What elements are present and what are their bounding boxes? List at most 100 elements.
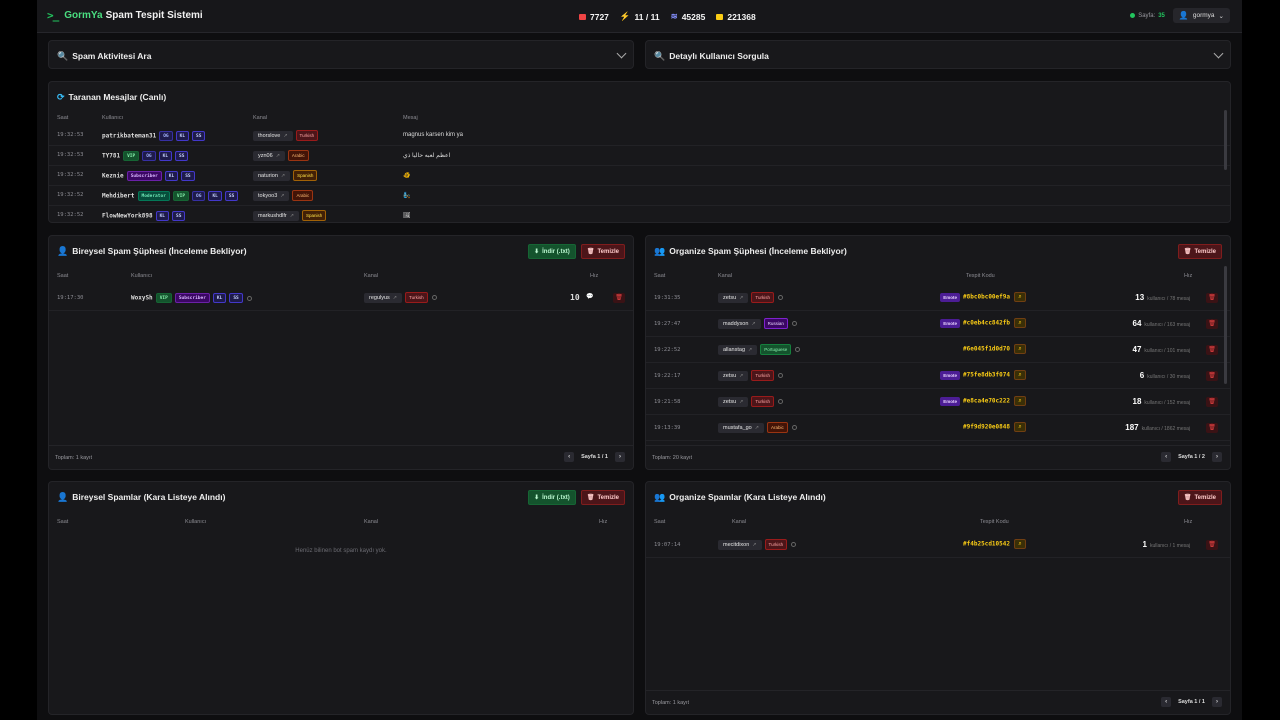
info-icon[interactable]: [777, 399, 783, 404]
detection-code[interactable]: #f4b25cd10542: [963, 540, 1010, 548]
detection-code[interactable]: #8bc0bc00ef9a: [963, 293, 1010, 301]
channel-link[interactable]: maddyson ↗: [718, 318, 761, 329]
channel-link[interactable]: zetsu ↗: [718, 370, 749, 381]
detection-code[interactable]: #9f9d920e0848: [963, 423, 1010, 431]
channel-link[interactable]: zetsu ↗: [718, 396, 749, 407]
prev-page-button[interactable]: ‹: [1161, 697, 1172, 707]
download-button[interactable]: ⬇ İndir (.txt): [528, 244, 576, 259]
user-menu-button[interactable]: 👤 gormya ⌄: [1172, 8, 1230, 23]
search-code-button[interactable]: ⌕: [1014, 539, 1026, 549]
username[interactable]: WoxySh: [131, 294, 153, 302]
row-count: 1 kullanıcı / 1 mesaj: [1143, 540, 1190, 549]
user-badge: OG: [159, 131, 173, 141]
user-count: 47: [1132, 345, 1142, 354]
delete-row-button[interactable]: 🗑: [613, 293, 625, 303]
search-code-button[interactable]: ⌕: [1014, 344, 1026, 354]
next-page-button[interactable]: ›: [615, 452, 625, 462]
count-detail: kullanıcı / 1862 mesaj: [1141, 426, 1190, 432]
channel-link[interactable]: zetsu ↗: [718, 292, 749, 303]
channel-link[interactable]: mustafa_go ↗: [718, 422, 764, 433]
username[interactable]: Mehdibert: [102, 192, 135, 200]
channel-link[interactable]: regulyus ↗: [364, 292, 402, 303]
row-code: #f4b25cd10542 ⌕: [963, 539, 1026, 549]
search-code-button[interactable]: ⌕: [1014, 318, 1026, 328]
info-icon[interactable]: [777, 373, 783, 378]
external-link-icon: ↗: [751, 320, 756, 327]
username[interactable]: patrikbateman31: [102, 132, 157, 140]
organized-row: 19:31:35 zetsu ↗ Turkish Emote #8bc0bc00ef9a ⌕…: [646, 285, 1230, 311]
info-icon[interactable]: [777, 295, 783, 300]
row-channel: mustafa_go ↗ Arabic: [718, 422, 797, 433]
search-code-button[interactable]: ⌕: [1014, 396, 1026, 406]
info-icon[interactable]: [795, 347, 801, 352]
user-badge: Subscriber: [174, 293, 210, 303]
channel-link[interactable]: tokyoo3 ↗: [253, 190, 290, 201]
delete-row-button[interactable]: 🗑: [1206, 345, 1218, 355]
total-count: Toplam: 1 kayıt: [652, 700, 689, 706]
delete-row-button[interactable]: 🗑: [1206, 371, 1218, 381]
external-link-icon: ↗: [754, 424, 759, 431]
info-icon[interactable]: [431, 295, 437, 300]
camera-icon: [579, 13, 586, 20]
delete-row-button[interactable]: 🗑: [1206, 293, 1218, 303]
user-query-panel[interactable]: 🔍 Detaylı Kullanıcı Sorgula: [645, 40, 1231, 69]
search-code-button[interactable]: ⌕: [1014, 292, 1026, 302]
channel-link[interactable]: yzn06 ↗: [253, 150, 285, 161]
download-icon: ⬇: [534, 495, 540, 501]
delete-row-button[interactable]: 🗑: [1206, 397, 1218, 407]
user-badge: OG: [192, 191, 206, 201]
scrollbar[interactable]: [1224, 110, 1227, 170]
delete-row-button[interactable]: 🗑: [1206, 423, 1218, 433]
next-page-button[interactable]: ›: [1212, 452, 1222, 462]
detection-code[interactable]: #e8ca4e70c222: [963, 397, 1010, 405]
info-icon[interactable]: [791, 542, 797, 547]
col-header: Saat: [57, 273, 69, 279]
channel-link[interactable]: allanstag ↗: [718, 344, 758, 355]
info-icon[interactable]: [246, 295, 252, 301]
delete-row-button[interactable]: 🗑: [1206, 319, 1218, 329]
download-button[interactable]: ⬇ İndir (.txt): [528, 490, 576, 505]
channel-link[interactable]: thorslove ↗: [253, 130, 293, 141]
next-page-button[interactable]: ›: [1212, 697, 1222, 707]
username[interactable]: Keznie: [102, 172, 124, 180]
clear-button[interactable]: 🗑 Temizle: [580, 244, 625, 259]
clear-button[interactable]: 🗑 Temizle: [1177, 244, 1222, 259]
detection-code[interactable]: #c0eb4cc842fb: [963, 319, 1010, 327]
panel-title: Organize Spamlar (Kara Listeye Alındı): [669, 492, 826, 502]
channel-name: yzn06: [258, 152, 273, 159]
info-icon[interactable]: [791, 425, 797, 430]
info-icon[interactable]: [791, 321, 797, 326]
prev-page-button[interactable]: ‹: [1161, 452, 1172, 462]
channel-link[interactable]: markushdlfr ↗: [253, 210, 299, 221]
detection-code[interactable]: #6e045f1d0d70: [963, 345, 1010, 353]
scrollbar[interactable]: [1224, 266, 1227, 384]
user-badge: VIP: [155, 293, 172, 303]
clear-button[interactable]: 🗑 Temizle: [1177, 490, 1222, 505]
stat-messages: ≋ 45285: [671, 11, 706, 22]
spam-search-panel[interactable]: 🔍 Spam Aktivitesi Ara: [48, 40, 634, 69]
search-code-button[interactable]: ⌕: [1014, 370, 1026, 380]
prev-page-button[interactable]: ‹: [564, 452, 575, 462]
channel-link[interactable]: mecitdixon ↗: [718, 539, 762, 550]
row-count: 6 kullanıcı / 30 mesaj: [1140, 371, 1190, 380]
detection-code[interactable]: #75fe8db3f074: [963, 371, 1010, 379]
channel-link[interactable]: naturion ↗: [253, 170, 291, 181]
brand[interactable]: >_ GormYa Spam Tespit Sistemi: [47, 9, 203, 22]
delete-row-button[interactable]: 🗑: [1206, 540, 1218, 550]
language-badge: Turkish: [764, 539, 788, 550]
user-count: 13: [1135, 293, 1145, 302]
language-badge: Turkish: [751, 370, 774, 381]
username[interactable]: TY781: [102, 152, 121, 160]
row-code: Emote #8bc0bc00ef9a ⌕: [940, 292, 1026, 302]
user-count: 18: [1132, 397, 1142, 406]
message-row: 19:32:53 TY781 VIP OG KL SS yzn06 ↗ Arabic اعظم ل…: [49, 146, 1230, 166]
search-code-button[interactable]: ⌕: [1014, 422, 1026, 432]
chat-icon[interactable]: 💬: [586, 294, 594, 300]
total-count: Toplam: 20 kayıt: [652, 455, 693, 461]
language-badge: Turkish: [751, 396, 774, 407]
clear-button[interactable]: 🗑 Temizle: [580, 490, 625, 505]
live-messages-panel: ⟳ Taranan Mesajlar (Canlı) Saat Kullanıcı…: [48, 81, 1231, 223]
panel-title: Organize Spam Şüphesi (İnceleme Bekliyor…: [669, 246, 847, 256]
terminal-icon: >_: [47, 9, 59, 22]
username[interactable]: FlowNewYork898: [102, 212, 153, 220]
